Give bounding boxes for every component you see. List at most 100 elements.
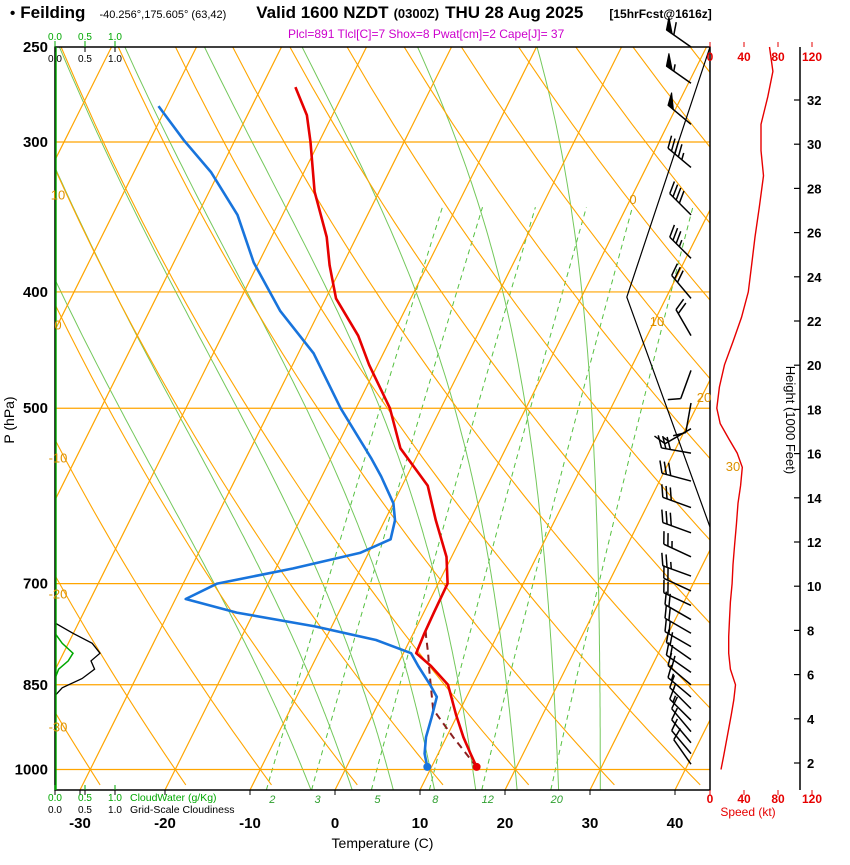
height-tick-label: 16: [807, 447, 821, 462]
aux-black-trace: [627, 47, 710, 527]
mixing-ratio-label: 2: [268, 794, 275, 806]
temp-tick-label: -20: [154, 815, 176, 832]
cloudiness-scale-label: 0.5: [78, 805, 92, 816]
temp-tick-label: 40: [667, 815, 684, 832]
dry-adiabat-label: -10: [49, 451, 68, 466]
plot-border: [55, 47, 710, 790]
wind-speed-profile: [717, 47, 773, 770]
cloudwater-scale-label: 0.0: [48, 32, 62, 43]
cloudwater-scale-label: 0.5: [78, 32, 92, 43]
indices-row: Plcl=891 Tlcl[C]=7 Shox=8 Pwat[cm]=2 Cap…: [288, 27, 564, 41]
wind-barb: [666, 53, 691, 83]
moist-adiabat-line: [537, 47, 600, 790]
temp-axis-title: Temperature (C): [332, 835, 434, 851]
surface-temperature-dot: [473, 763, 481, 771]
temp-tick-label: 30: [582, 815, 599, 832]
moist-adiabat-line: [302, 47, 517, 790]
wind-barb: [672, 719, 691, 754]
temp-tick-label: 10: [412, 815, 429, 832]
speed-tick-label: 120: [802, 792, 822, 806]
isotherm-label: 20: [697, 390, 711, 405]
wind-barb: [674, 728, 691, 764]
speed-tick-label: 40: [737, 50, 751, 64]
isotherm-label: 10: [650, 314, 664, 329]
dry-adiabat-line: [118, 47, 614, 785]
pressure-axis-title: P (hPa): [1, 396, 17, 443]
pressure-tick-label: 700: [23, 576, 48, 593]
pressure-tick-label: 1000: [15, 761, 48, 778]
mixing-ratio-label: 5: [374, 794, 381, 806]
mixing-ratio-label: 3: [314, 794, 321, 806]
mixing-ratio-line: [482, 207, 633, 790]
pressure-tick-label: 250: [23, 39, 48, 56]
forecast-tag: [15hrFcst@1616z]: [609, 7, 711, 21]
height-tick-label: 8: [807, 623, 814, 638]
temperature-trace: [295, 87, 476, 767]
cloudiness-scale-label: 0.0: [48, 805, 62, 816]
speed-tick-label: 0: [707, 50, 714, 64]
height-tick-label: 24: [807, 270, 822, 285]
dry-adiabat-label: 0: [54, 318, 61, 333]
dry-adiabat-line: [290, 47, 850, 785]
dewpoint-trace: [159, 106, 437, 767]
height-tick-label: 22: [807, 314, 821, 329]
isotherm-label: 30: [726, 459, 740, 474]
height-tick-label: 20: [807, 358, 821, 373]
wind-barb: [670, 687, 691, 720]
indices-line: Plcl=891 Tlcl[C]=7 Shox=8 Pwat[cm]=2 Cap…: [288, 27, 564, 41]
mixing-ratio-label: 12: [482, 794, 494, 806]
height-tick-label: 12: [807, 535, 821, 550]
isotherm-line: [250, 47, 622, 790]
height-tick-label: 32: [807, 93, 821, 108]
temp-tick-label: -30: [69, 815, 91, 832]
cloudiness-scale-label: 1.0: [108, 54, 122, 65]
temp-tick-label: 20: [497, 815, 514, 832]
isotherm-line: [675, 47, 850, 790]
height-tick-label: 30: [807, 137, 821, 152]
station-coords: -40.256°,175.605° (63,42): [99, 9, 226, 21]
moist-adiabat-line: [205, 47, 476, 790]
station-bullet: •: [10, 5, 15, 22]
mixing-ratio-line: [266, 207, 442, 790]
temp-tick-label: 0: [331, 815, 339, 832]
dry-adiabat-line: [0, 47, 357, 785]
cloudiness-scale-label: 0.0: [48, 54, 62, 65]
station-name: Feilding: [20, 3, 85, 23]
wind-barb: [668, 370, 691, 399]
speed-axis-title: Speed (kt): [720, 805, 775, 819]
dry-adiabat-label: 10: [51, 188, 65, 203]
header: • Feilding -40.256°,175.605° (63,42) Val…: [0, 3, 712, 23]
height-tick-label: 4: [807, 712, 815, 727]
mixing-ratio-line: [312, 207, 483, 790]
height-tick-label: 18: [807, 402, 821, 417]
dry-adiabat-line: [233, 47, 786, 785]
height-tick-label: 10: [807, 579, 821, 594]
cloudiness-scale-label: 0.5: [78, 54, 92, 65]
wind-barb: [664, 531, 691, 557]
isotherm-label: 0: [629, 192, 636, 207]
dry-adiabat-line: [61, 47, 529, 785]
dry-adiabat-label: -20: [49, 586, 68, 601]
height-tick-label: 2: [807, 756, 814, 771]
height-tick-label: 26: [807, 226, 821, 241]
temp-tick-label: -10: [239, 815, 261, 832]
dry-adiabat-label: -30: [49, 720, 68, 735]
mixing-ratio-label: 8: [432, 794, 439, 806]
cloudwater-axis-title: CloudWater (g/Kg): [130, 792, 217, 804]
dry-adiabat-line: [690, 47, 850, 785]
wind-barb: [662, 510, 691, 533]
mixing-ratio-label: 20: [550, 794, 564, 806]
valid-time: Valid 1600 NZDT: [256, 3, 388, 23]
isotherm-line: [165, 47, 537, 790]
pressure-tick-label: 500: [23, 400, 48, 417]
speed-tick-label: 80: [771, 50, 785, 64]
height-axis-title: Height (1000 Feet): [783, 366, 798, 474]
wind-barb: [662, 484, 691, 507]
pressure-tick-label: 850: [23, 677, 48, 694]
pressure-tick-label: 400: [23, 284, 48, 301]
skewt-traces: [159, 87, 481, 771]
pressure-tick-label: 300: [23, 134, 48, 151]
